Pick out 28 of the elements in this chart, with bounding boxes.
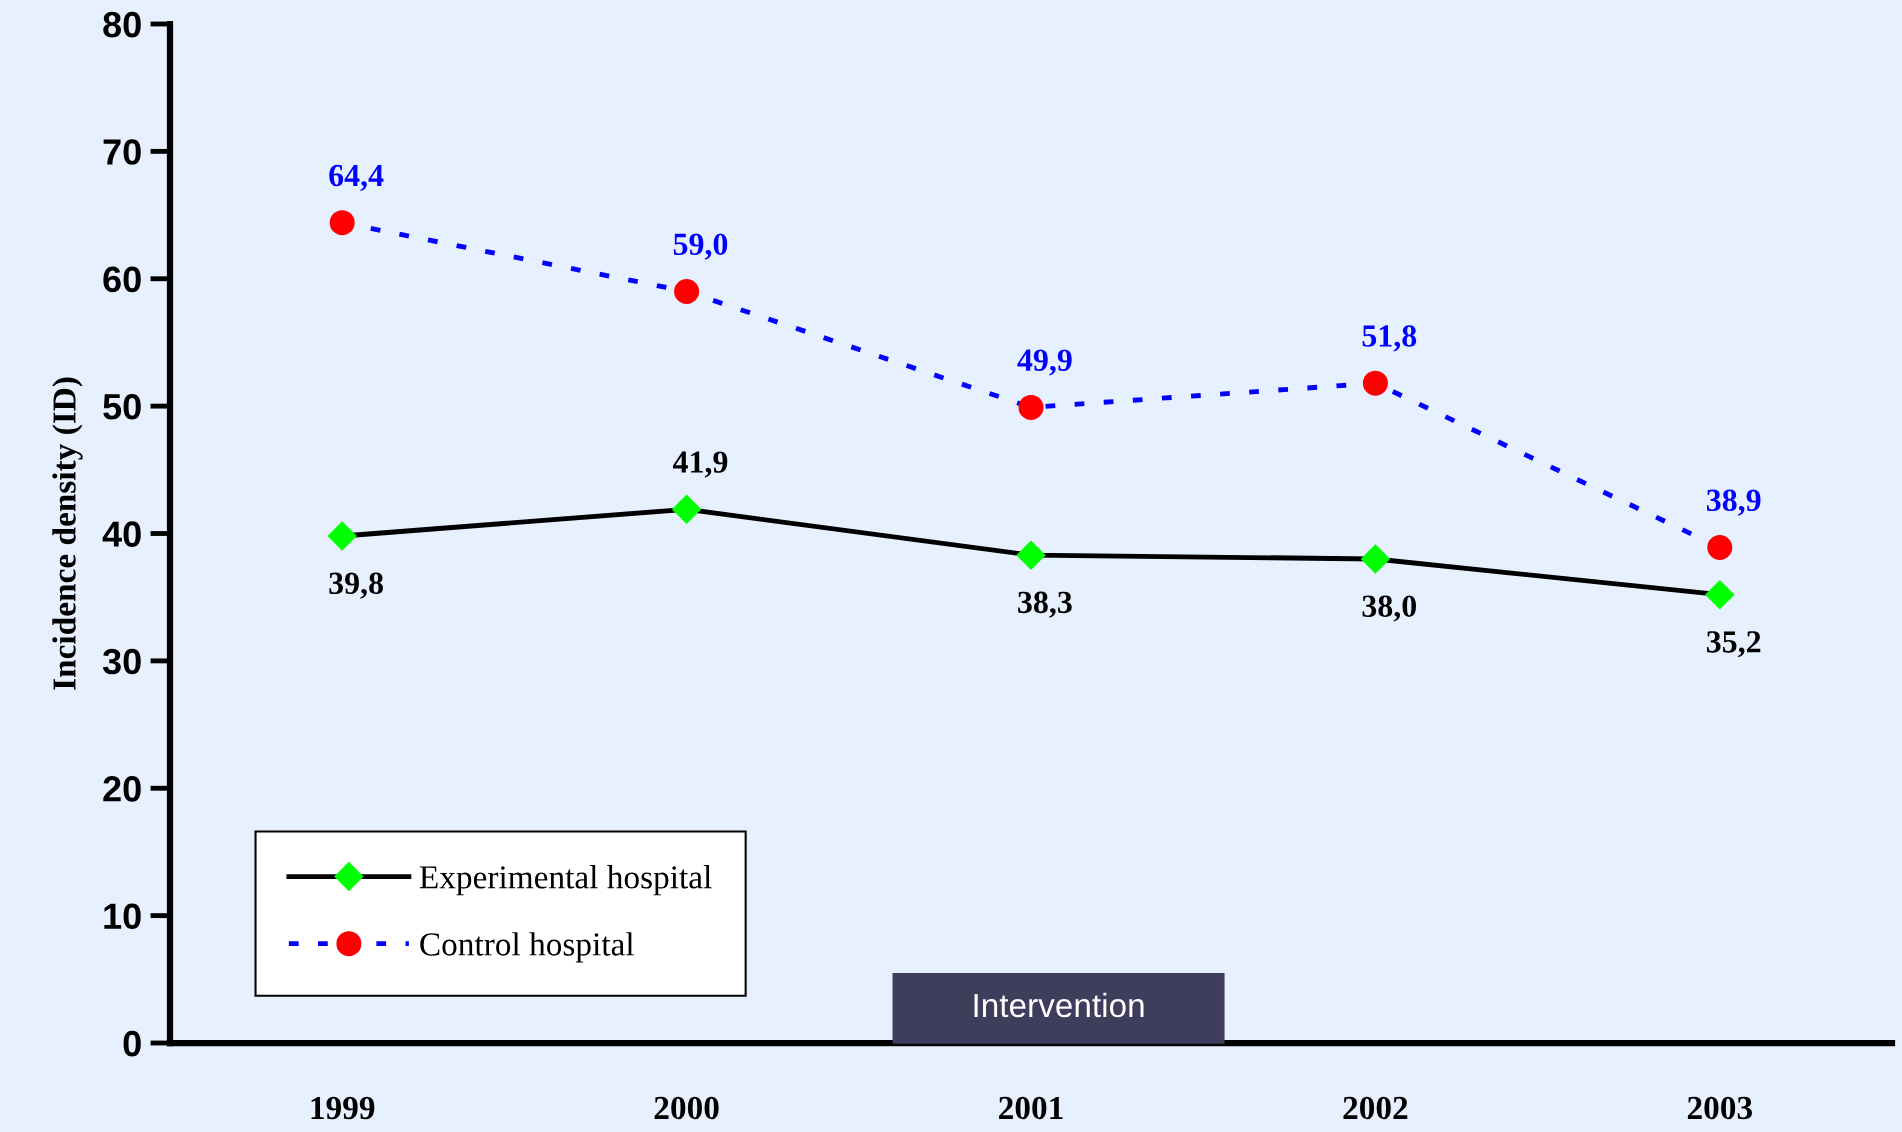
data-label: 41,9 xyxy=(672,451,728,478)
data-label: 35,2 xyxy=(1706,631,1761,658)
data-label: 59,0 xyxy=(673,233,728,260)
y-tick-label: 70 xyxy=(103,139,141,165)
x-tick-label: 2000 xyxy=(654,1096,719,1120)
y-tick-label: 30 xyxy=(102,648,141,675)
data-label: 39,8 xyxy=(329,572,383,599)
y-tick-label: 60 xyxy=(103,266,141,293)
x-tick-label: 2003 xyxy=(1687,1096,1752,1120)
data-label: 51,8 xyxy=(1362,325,1417,352)
data-label: 49,9 xyxy=(1017,349,1072,376)
y-tick-label: 0 xyxy=(123,1030,141,1057)
x-tick-label: 1999 xyxy=(311,1096,375,1120)
legend-label: Experimental hospital xyxy=(419,865,712,896)
legend-label: Control hospital xyxy=(420,932,634,963)
data-label: 38,9 xyxy=(1706,489,1761,516)
y-axis-title: Incidence density (ID) xyxy=(52,377,83,690)
x-tick-label: 2002 xyxy=(1343,1096,1408,1120)
y-tick-label: 80 xyxy=(103,11,141,38)
x-tick-label: 2001 xyxy=(999,1096,1063,1120)
y-tick-label: 20 xyxy=(103,776,141,802)
y-tick-label: 10 xyxy=(104,903,141,930)
data-label: 64,4 xyxy=(329,164,384,191)
band-label: Intervention xyxy=(974,992,1144,1018)
y-tick-label: 40 xyxy=(102,521,141,547)
y-tick-label: 50 xyxy=(103,393,141,420)
data-label: 38,0 xyxy=(1362,595,1417,622)
data-label: 38,3 xyxy=(1018,591,1072,618)
